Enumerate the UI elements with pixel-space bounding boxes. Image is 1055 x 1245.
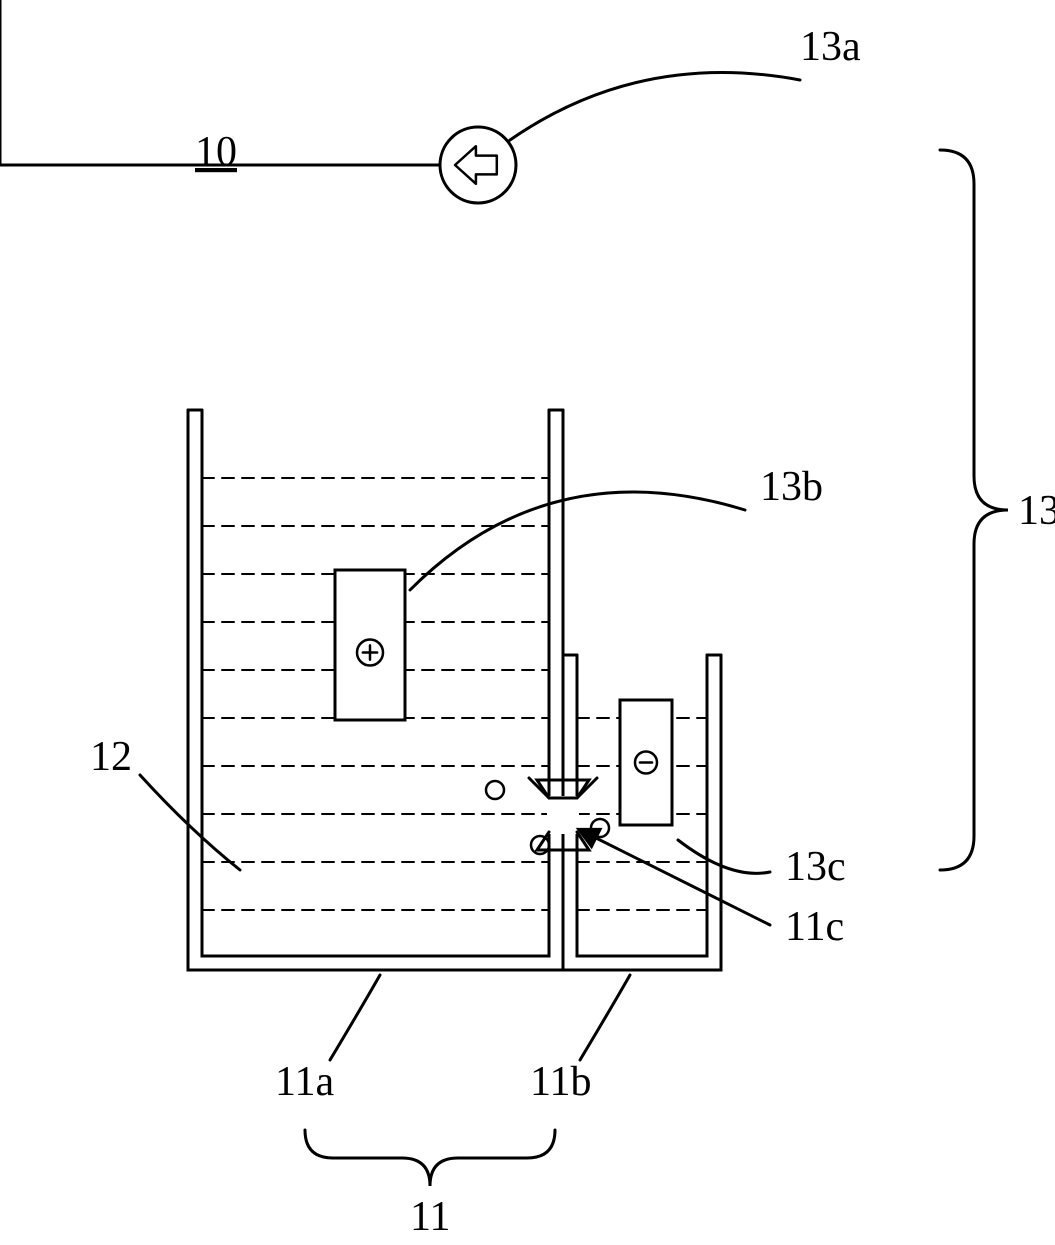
label-10: 10	[195, 129, 237, 175]
orifice-gap	[547, 796, 579, 834]
pump	[440, 127, 516, 203]
label-13c: 13c	[785, 844, 846, 890]
leader	[410, 492, 745, 590]
label-11a: 11a	[275, 1059, 334, 1105]
leader	[140, 775, 240, 870]
label-11: 11	[410, 1194, 450, 1240]
label-13a: 13a	[800, 24, 861, 70]
brace-13	[940, 150, 1008, 870]
leader	[330, 975, 380, 1060]
label-12: 12	[90, 734, 132, 780]
brace-11	[305, 1130, 555, 1186]
label-11c: 11c	[785, 904, 844, 950]
bubble	[591, 819, 609, 837]
bubble	[486, 781, 504, 799]
leader	[580, 975, 630, 1060]
label-13: 13	[1018, 488, 1055, 534]
leader	[510, 73, 800, 141]
leader	[678, 840, 770, 873]
label-13b: 13b	[760, 464, 823, 510]
label-11b: 11b	[530, 1059, 591, 1105]
